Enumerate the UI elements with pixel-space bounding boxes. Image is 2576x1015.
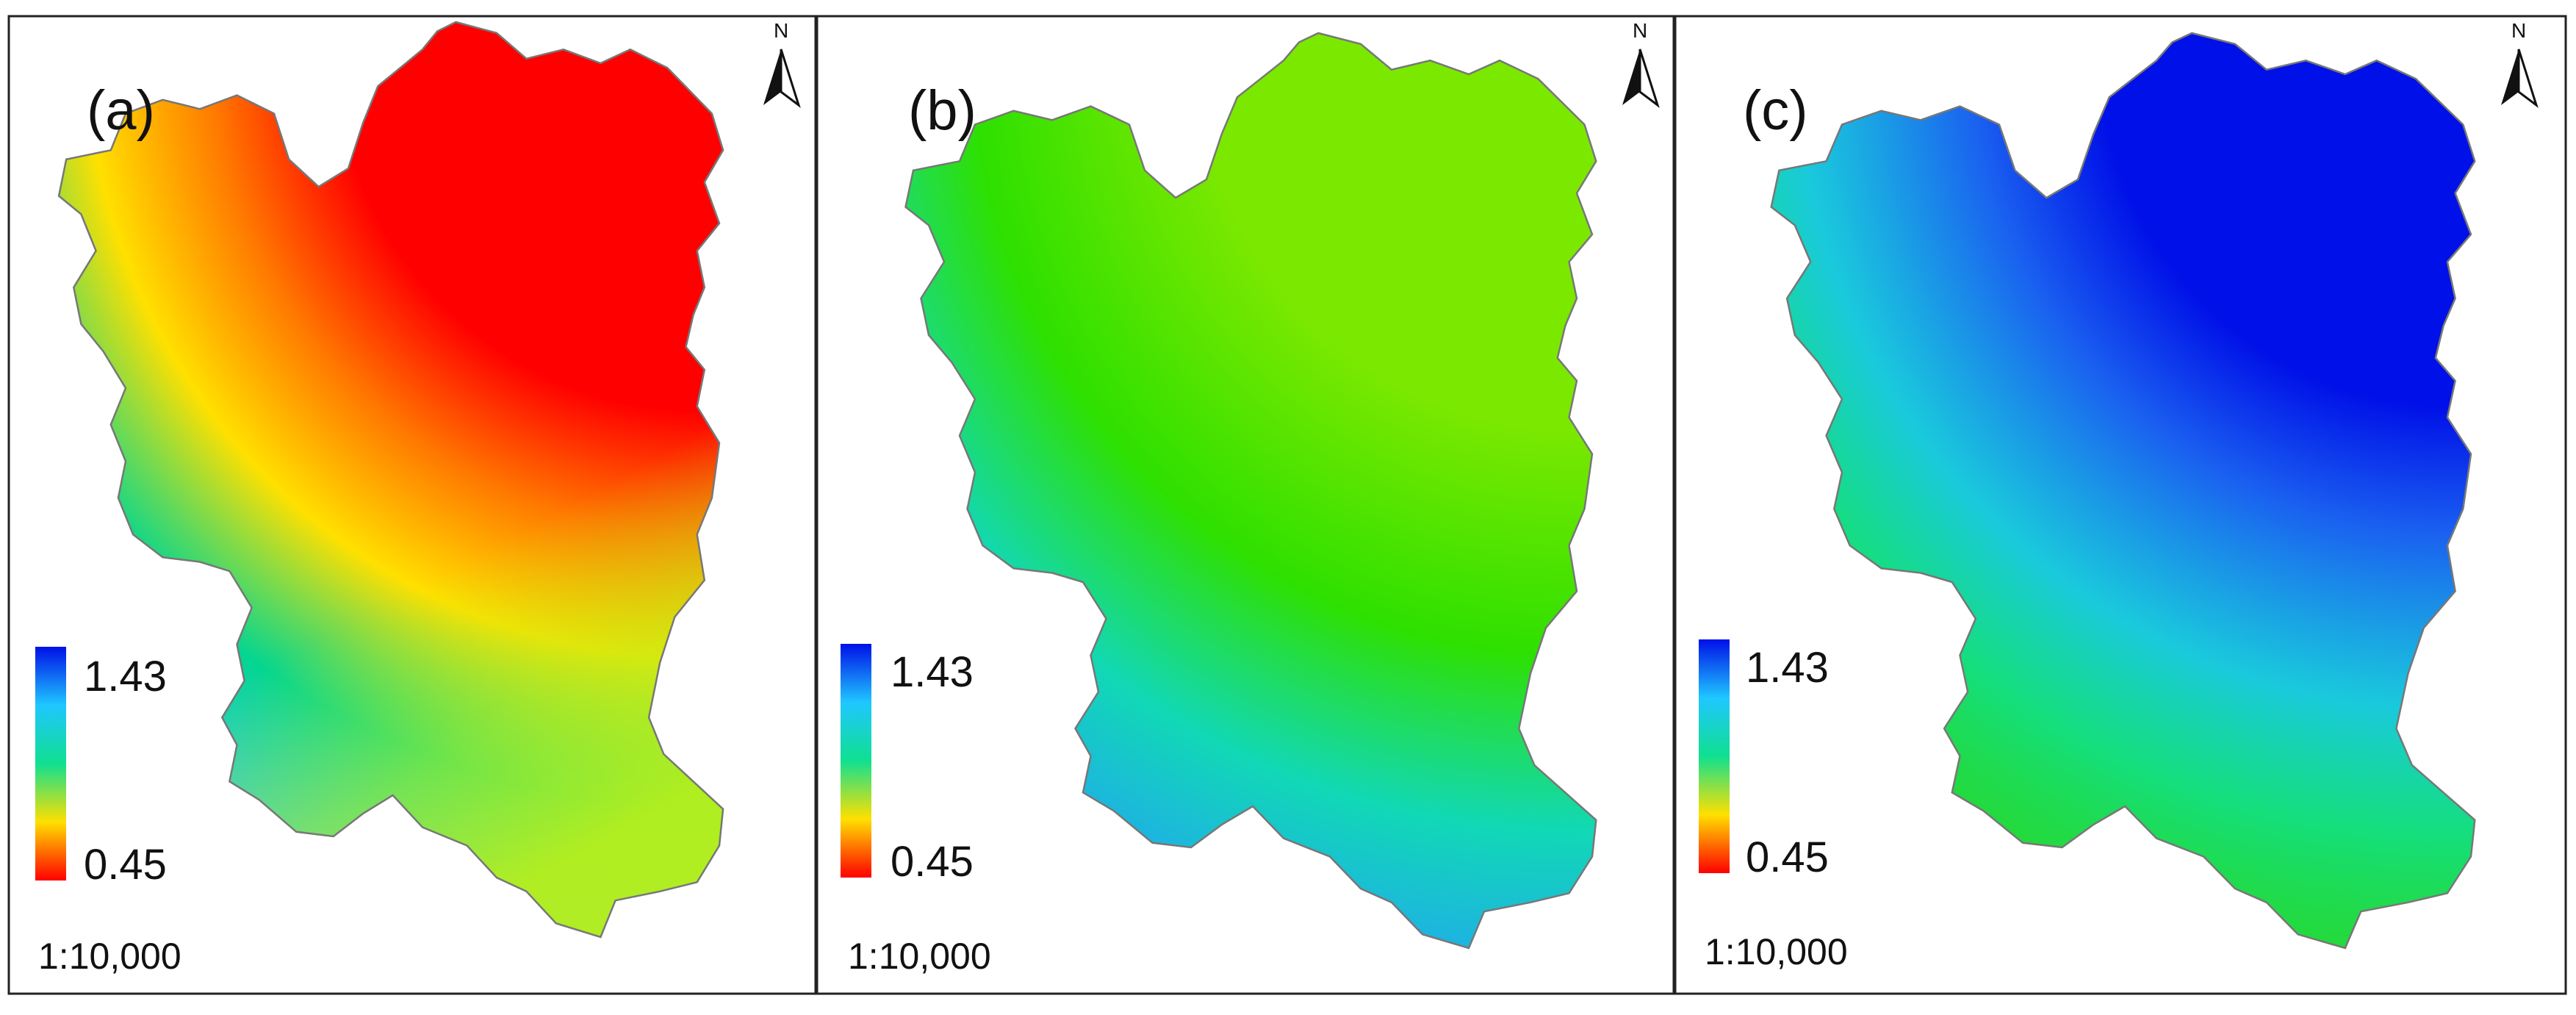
panel-c-north-letter: N	[2511, 19, 2526, 42]
panel-c-legend-ramp	[1699, 639, 1730, 873]
panel-c-map	[1770, 32, 2476, 950]
panel-c-frame	[1674, 15, 2567, 995]
panel-b-legend-max: 1.43	[891, 648, 974, 696]
panel-c-scale: 1:10,000	[1705, 931, 1848, 972]
panel-b-scale: 1:10,000	[848, 936, 991, 977]
panel-c-label: (c)	[1743, 79, 1808, 142]
panel-a-frame	[7, 15, 817, 995]
panel-c-legend-max: 1.43	[1746, 644, 1829, 692]
panel-a-north-letter: N	[774, 19, 788, 42]
panel-b-map	[904, 32, 1597, 950]
panel-a-legend: 1.43 0.45	[35, 647, 167, 889]
panel-b-gradient	[905, 33, 1597, 948]
panel-b-legend: 1.43 0.45	[841, 644, 974, 886]
panel-b: (b) N 1.43 0.45 1:10,000	[816, 15, 1675, 995]
north-arrow-icon	[1622, 49, 1640, 105]
panel-a-legend-min: 0.45	[84, 841, 167, 889]
panel-b-region-outline	[904, 32, 1597, 950]
panel-b-north-arrow: N	[1622, 19, 1660, 109]
north-arrow-icon	[763, 49, 781, 105]
panel-b-label: (b)	[908, 79, 976, 142]
panel-a-scale: 1:10,000	[38, 936, 181, 977]
panel-a-region-outline	[57, 21, 724, 939]
panel-c-legend-min: 0.45	[1746, 833, 1829, 881]
panel-c-north-arrow: N	[2501, 19, 2539, 109]
panel-b-frame	[816, 15, 1675, 995]
panel-a-legend-max: 1.43	[84, 653, 167, 700]
panel-a-south-tint	[59, 22, 724, 937]
panel-a: (a) N 1.43 0.45 1:10,000	[7, 15, 817, 995]
panel-a-legend-ramp	[35, 647, 66, 880]
panel-a-label: (a)	[87, 79, 155, 142]
panel-b-legend-ramp	[841, 644, 871, 878]
panel-c-region-outline	[1770, 32, 2476, 950]
panel-b-legend-min: 0.45	[891, 838, 974, 886]
panel-c-gradient	[1771, 33, 2475, 948]
north-arrow-icon	[2501, 49, 2519, 105]
panel-b-north-letter: N	[1633, 19, 1647, 42]
panel-c: (c) N 1.43 0.45 1:10,000	[1674, 15, 2567, 995]
panel-c-legend: 1.43 0.45	[1699, 639, 1829, 881]
panel-a-north-arrow: N	[763, 19, 801, 109]
panel-a-map	[57, 21, 724, 939]
